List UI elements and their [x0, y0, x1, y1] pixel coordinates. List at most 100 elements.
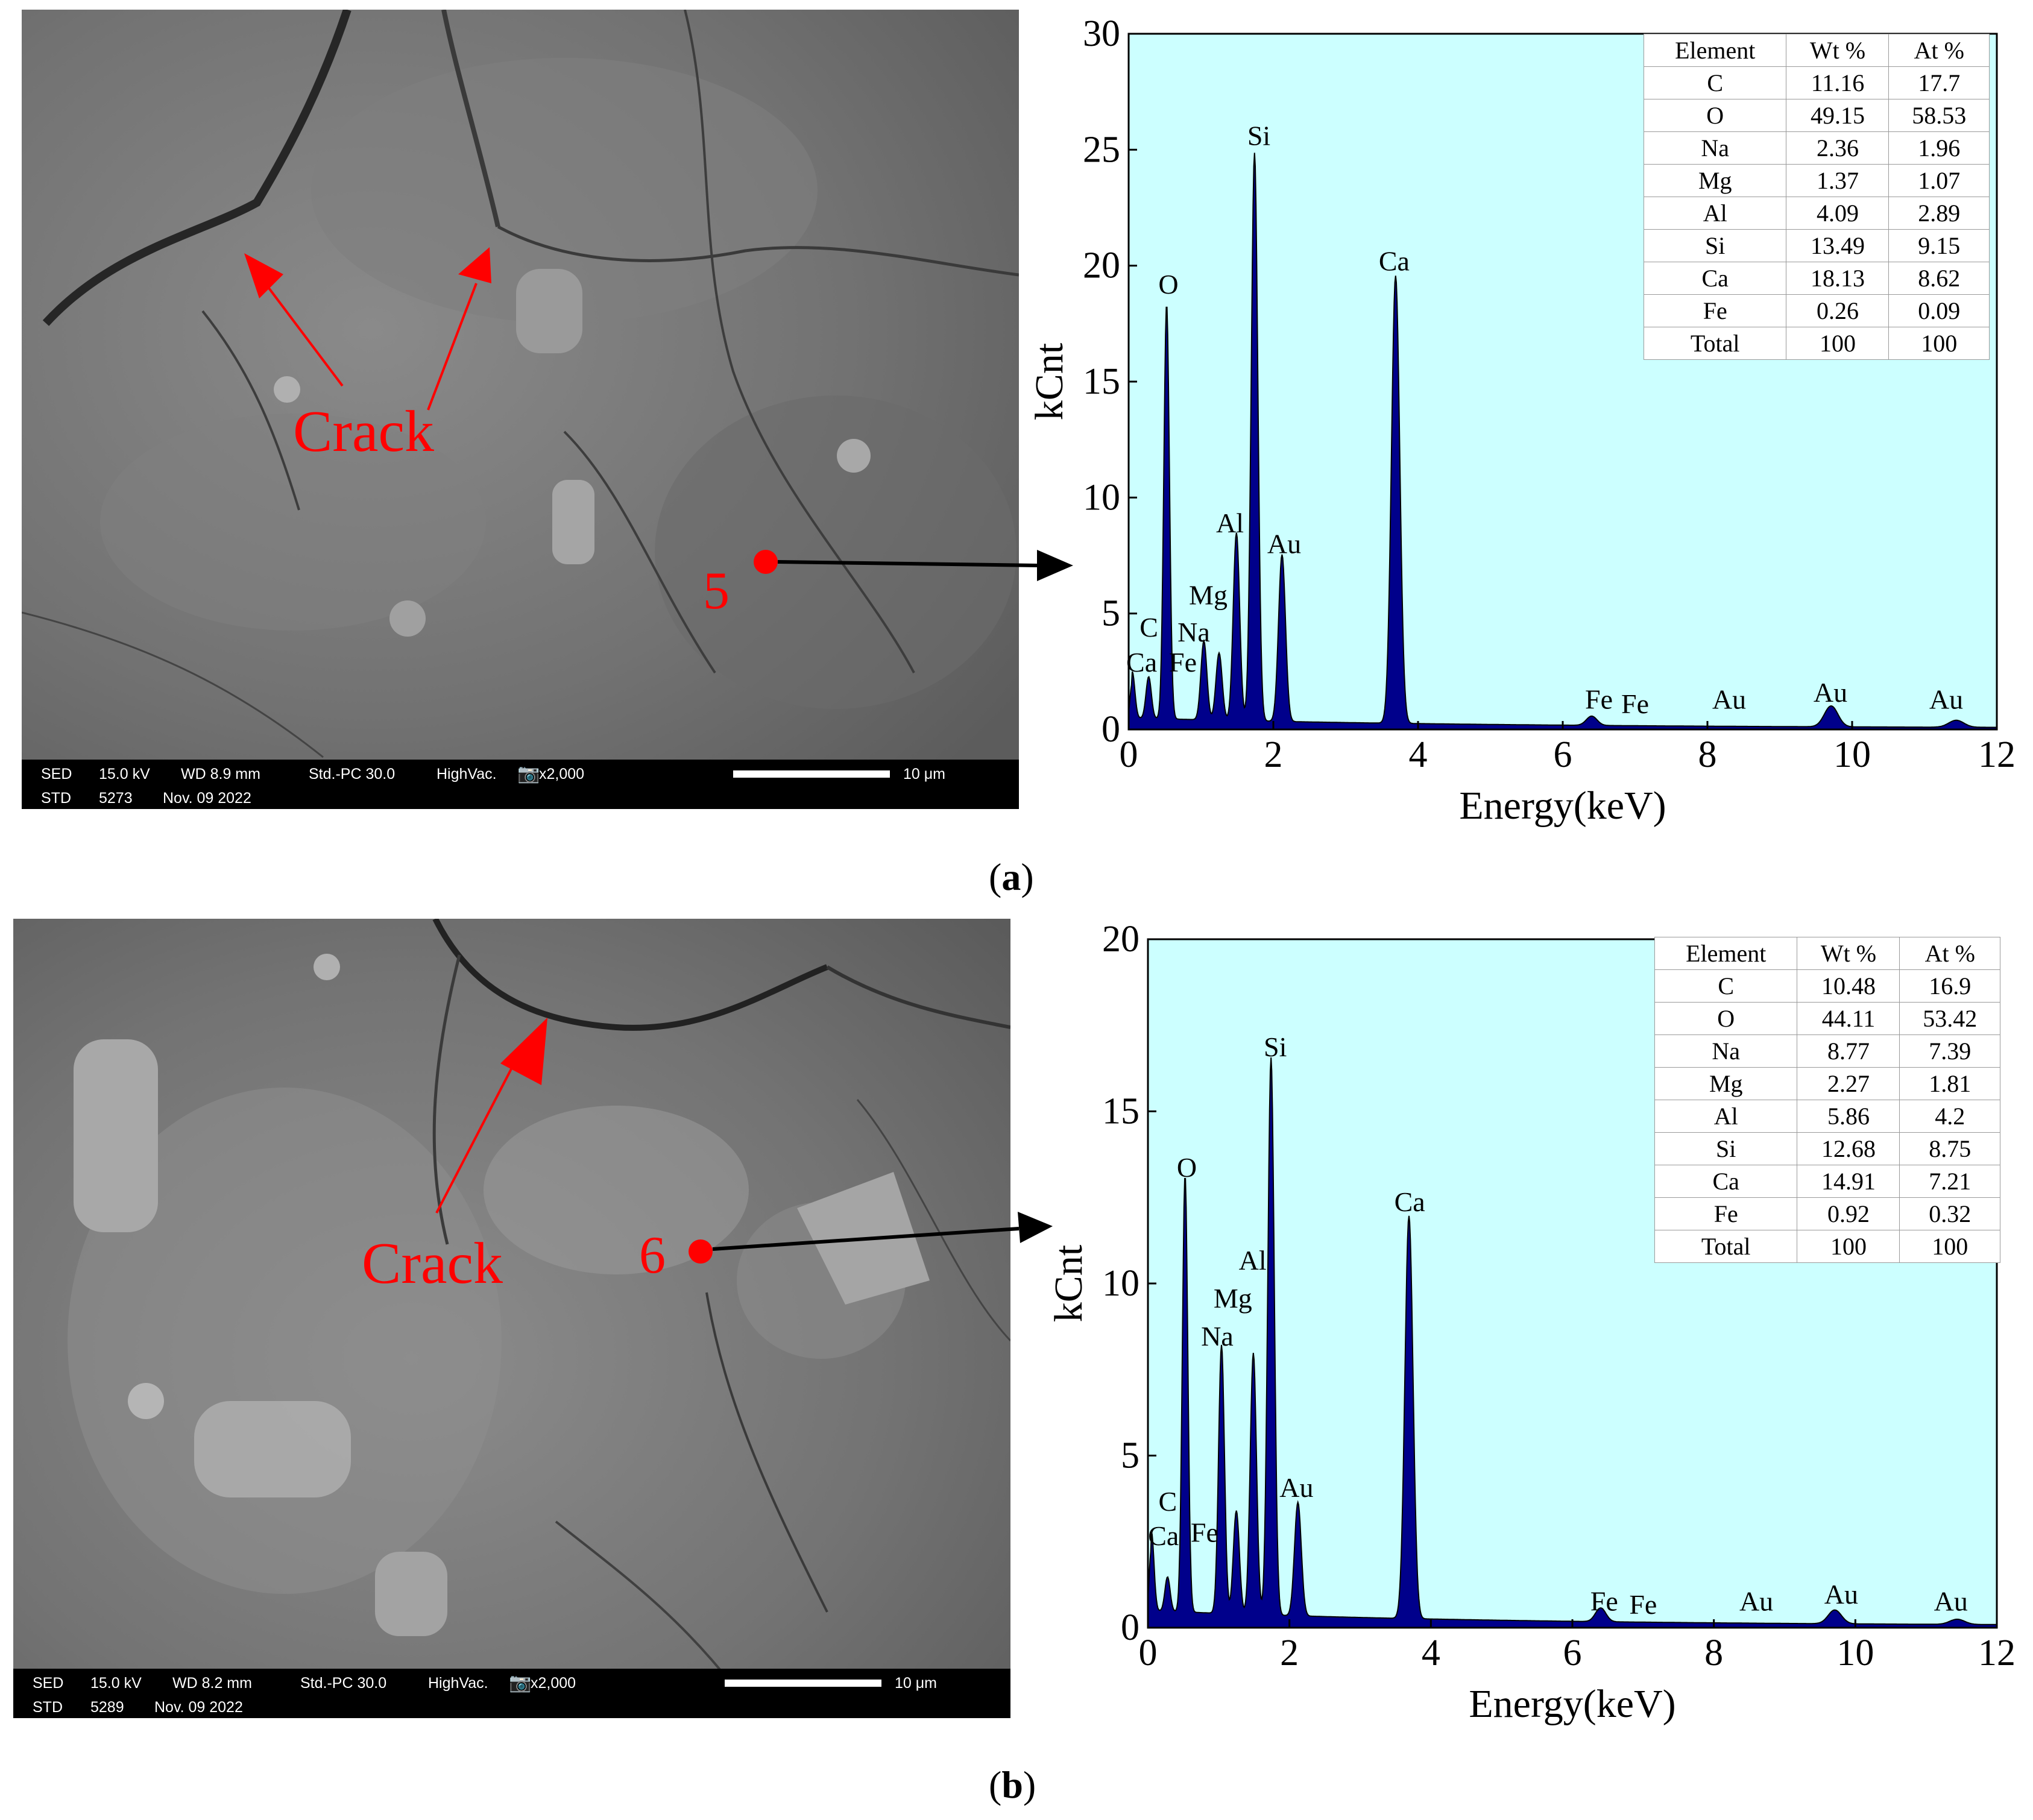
table-row: O 49.15 58.53 [1643, 99, 1990, 132]
peak-label: Au [1739, 1585, 1773, 1616]
sem-std: STD [41, 790, 71, 807]
peak-label: Au [1712, 684, 1746, 714]
sem-mag: x2,000 [539, 766, 585, 782]
table-row: Al 4.09 2.89 [1643, 197, 1990, 230]
table-cell: Ca [1654, 1165, 1798, 1198]
peak-label: Ca [1379, 245, 1410, 276]
x-tick-label: 6 [1563, 1633, 1582, 1674]
peak-label: Ca [1395, 1186, 1425, 1217]
peak-label: Au [1279, 1472, 1313, 1503]
table-header-row: Element Wt % At % [1654, 937, 2000, 970]
scale-bar-label: 10 μm [903, 766, 945, 782]
caption-letter: a [1001, 855, 1021, 898]
sem-std-pc: Std.-PC 30.0 [309, 766, 396, 782]
peak-label: Mg [1189, 579, 1228, 610]
peak-label: Au [1934, 1585, 1968, 1616]
y-tick-label: 25 [1083, 129, 1120, 170]
table-cell: 4.2 [1899, 1100, 2000, 1133]
camera-icon: 📷 [517, 764, 540, 784]
peak-label: Na [1177, 617, 1210, 647]
camera-icon: 📷 [509, 1673, 532, 1693]
y-axis-label: kCnt [1027, 343, 1071, 420]
crack-arrow [435, 1054, 520, 1214]
table-row: C 10.48 16.9 [1654, 969, 2000, 1003]
peak-label: Au [1824, 1579, 1858, 1610]
crack-label: Crack [362, 1231, 503, 1296]
y-axis-label: kCnt [1047, 1245, 1091, 1322]
y-tick-label: 30 [1083, 13, 1120, 54]
table-cell: O [1643, 99, 1787, 132]
x-axis-label: Energy(keV) [1459, 784, 1666, 828]
table-cell: 1.81 [1899, 1067, 2000, 1100]
sem-vac: HighVac. [428, 1675, 488, 1692]
table-cell: Na [1643, 131, 1787, 165]
y-tick-label: 0 [1102, 709, 1120, 750]
x-tick-label: 4 [1409, 734, 1428, 775]
table-cell: 0.09 [1888, 294, 1990, 327]
table-row: Total 100 100 [1654, 1230, 2000, 1263]
table-cell: 5.86 [1797, 1100, 1900, 1133]
y-tick-label: 15 [1083, 361, 1120, 402]
point-label: 6 [639, 1226, 666, 1285]
sem-wd: WD 8.9 mm [181, 766, 260, 782]
y-tick-label: 10 [1083, 477, 1120, 518]
crack-arrow-2-head [458, 247, 491, 283]
table-cell: 12.68 [1797, 1132, 1900, 1165]
table-row: Al 5.86 4.2 [1654, 1100, 2000, 1133]
link-arrow-head [1037, 550, 1073, 581]
table-cell: 0.26 [1786, 294, 1890, 327]
sem-std-pc: Std.-PC 30.0 [300, 1675, 387, 1692]
table-cell: 2.27 [1797, 1067, 1900, 1100]
scale-bar [725, 1680, 881, 1687]
table-header-row: Element Wt % At % [1643, 34, 1990, 67]
crack-arrow-1 [264, 282, 344, 387]
table-cell: Si [1643, 229, 1787, 262]
point-marker [754, 550, 778, 574]
sem-date: Nov. 09 2022 [163, 790, 251, 807]
table-cell: 8.75 [1899, 1132, 2000, 1165]
table-cell: O [1654, 1002, 1798, 1035]
x-tick-label: 12 [1978, 1633, 2016, 1674]
table-cell: 100 [1797, 1230, 1900, 1263]
sem-image-number: 5273 [99, 790, 133, 807]
table-cell: Al [1643, 197, 1787, 230]
crack-arrow-head [500, 1018, 547, 1085]
sem-info-bar: SED 15.0 kV WD 8.2 mm Std.-PC 30.0 HighV… [13, 1669, 1010, 1718]
composition-table: Element Wt % At % C 10.48 16.9 O 44.11 53.42… [1654, 937, 2000, 1263]
table-cell: Ca [1643, 262, 1787, 295]
crack-label: Crack [293, 399, 434, 464]
x-tick-label: 6 [1554, 734, 1572, 775]
peak-label: Fe [1169, 647, 1197, 678]
table-cell: 8.62 [1888, 262, 1990, 295]
peak-label: Ca [1148, 1520, 1179, 1551]
table-row: Si 12.68 8.75 [1654, 1132, 2000, 1165]
table-cell: 13.49 [1786, 229, 1890, 262]
table-cell: 9.15 [1888, 229, 1990, 262]
y-tick-label: 5 [1102, 593, 1120, 634]
peak-label: Si [1247, 121, 1270, 151]
table-cell: Mg [1643, 164, 1787, 197]
sem-detector: SED [33, 1675, 64, 1692]
peak-label: Fe [1621, 688, 1649, 719]
table-cell: 17.7 [1888, 66, 1990, 99]
sem-image-number: 5289 [90, 1699, 124, 1716]
table-row: Na 2.36 1.96 [1643, 131, 1990, 165]
sem-voltage: 15.0 kV [90, 1675, 142, 1692]
peak-label: Na [1201, 1321, 1234, 1352]
peak-label: Au [1929, 684, 1963, 714]
peak-label: Al [1216, 508, 1244, 538]
y-tick-label: 15 [1102, 1091, 1139, 1132]
peak-label: O [1177, 1152, 1197, 1183]
scale-bar-label: 10 μm [895, 1675, 937, 1692]
y-tick-label: 5 [1121, 1435, 1139, 1476]
panel-a: SED 15.0 kV WD 8.9 mm Std.-PC 30.0 HighV… [0, 0, 2033, 904]
sem-image: SED 15.0 kV WD 8.2 mm Std.-PC 30.0 HighV… [13, 919, 1010, 1718]
x-tick-label: 12 [1978, 734, 2016, 775]
peak-label: Si [1264, 1031, 1287, 1062]
peak-label: C [1139, 612, 1158, 643]
table-cell: 1.96 [1888, 131, 1990, 165]
table-cell: Total [1643, 327, 1787, 360]
crack-arrow-1-head [244, 253, 283, 298]
sem-micrograph [22, 10, 1019, 809]
